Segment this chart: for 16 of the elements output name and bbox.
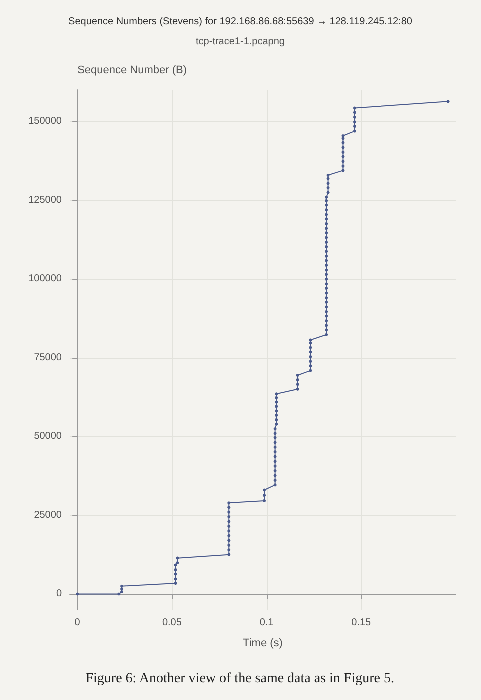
chart-title: Sequence Numbers (Stevens) for 192.168.86.68:55639 → 128.119.245.12:80	[68, 16, 413, 28]
x-tick-label: 0.1	[260, 618, 274, 628]
chart-subtitle: tcp-trace1-1.pcapng	[196, 36, 285, 48]
y-tick-label: 150000	[28, 116, 62, 128]
y-tick-label: 0	[56, 588, 62, 600]
y-tick-label: 75000	[34, 352, 62, 364]
caption: Figure 6: Another view of the same data as in Figure 5.	[86, 672, 394, 686]
y-tick-label: 50000	[34, 431, 62, 442]
x-tick-label: 0.05	[162, 618, 182, 628]
y-axis-title: Sequence Number (B)	[78, 64, 188, 76]
y-tick-label: 125000	[28, 194, 62, 206]
y-tick-label: 100000	[28, 274, 62, 285]
x-tick-label: 0	[74, 618, 81, 628]
x-axis-title: Time (s)	[243, 638, 283, 650]
x-tick-label: 0.15	[352, 618, 372, 628]
y-tick-label: 25000	[34, 510, 62, 521]
